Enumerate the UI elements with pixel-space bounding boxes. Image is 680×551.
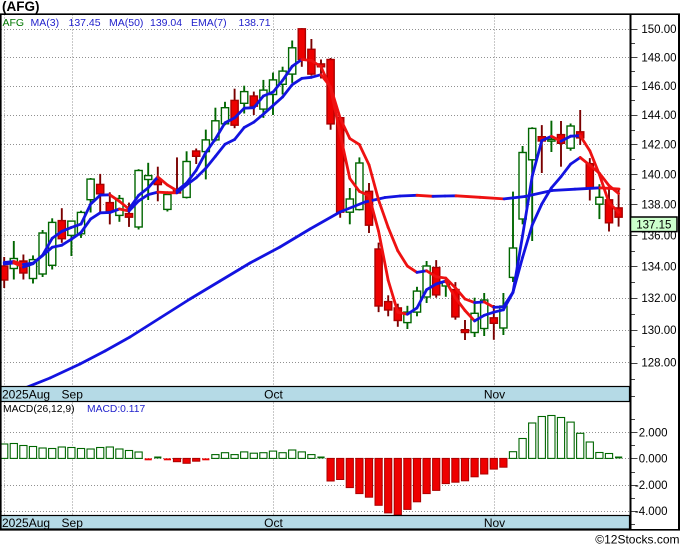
svg-text:137.15: 137.15 [636, 220, 671, 232]
svg-text:128.00: 128.00 [641, 358, 676, 370]
svg-text:MA(3): MA(3) [31, 17, 60, 29]
svg-text:©12Stocks.com: ©12Stocks.com [595, 533, 679, 547]
svg-text:144.00: 144.00 [641, 110, 676, 122]
svg-text:134.00: 134.00 [641, 261, 676, 273]
svg-text:139.04: 139.04 [150, 17, 182, 29]
svg-text:-2.000: -2.000 [635, 480, 668, 492]
svg-text:-4.000: -4.000 [635, 506, 668, 518]
svg-text:EMA(7): EMA(7) [191, 17, 227, 29]
svg-text:138.71: 138.71 [239, 17, 271, 29]
svg-text:MA(50): MA(50) [109, 17, 143, 29]
svg-text:0.000: 0.000 [639, 454, 668, 466]
svg-text:138.00: 138.00 [641, 200, 676, 212]
svg-text:Oct: Oct [264, 388, 283, 402]
svg-text:AFG: AFG [3, 17, 25, 29]
svg-text:MACD(26,12,9): MACD(26,12,9) [3, 404, 75, 415]
svg-text:142.00: 142.00 [641, 140, 676, 152]
svg-text:132.00: 132.00 [641, 293, 676, 305]
svg-text:130.00: 130.00 [641, 325, 676, 337]
svg-text:(AFG): (AFG) [2, 0, 40, 14]
svg-text:150.00: 150.00 [641, 24, 676, 36]
svg-text:148.00: 148.00 [641, 52, 676, 64]
svg-text:MACD:0.117: MACD:0.117 [87, 404, 145, 415]
svg-text:2.000: 2.000 [639, 427, 668, 439]
svg-text:140.00: 140.00 [641, 169, 676, 181]
svg-text:2025Aug: 2025Aug [2, 388, 50, 402]
svg-text:Oct: Oct [264, 516, 283, 530]
svg-text:2025Aug: 2025Aug [2, 516, 50, 530]
svg-text:Nov: Nov [484, 388, 505, 402]
svg-text:Sep: Sep [62, 516, 84, 530]
svg-text:146.00: 146.00 [641, 81, 676, 93]
svg-text:137.45: 137.45 [69, 17, 101, 29]
svg-text:Sep: Sep [62, 388, 84, 402]
svg-text:Nov: Nov [484, 516, 505, 530]
